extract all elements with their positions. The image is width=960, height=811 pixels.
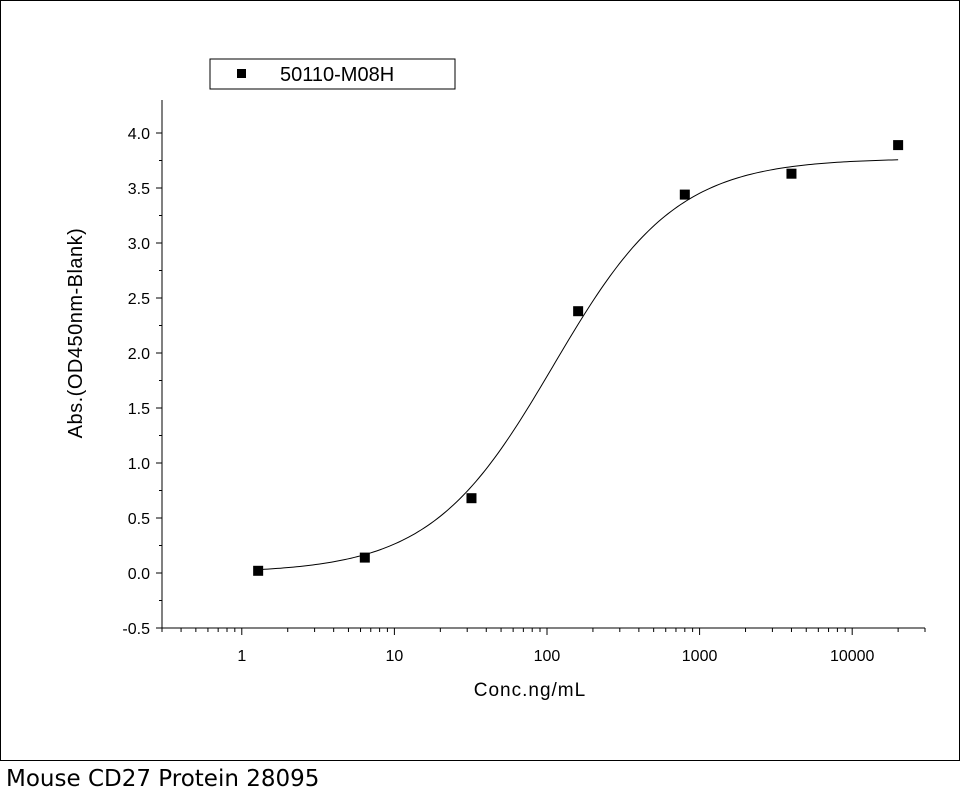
data-points: [253, 140, 904, 576]
y-tick-label: 1.5: [128, 401, 150, 418]
y-tick-label: 2.0: [128, 346, 150, 363]
y-tick-label: 2.5: [128, 291, 150, 308]
legend-box: [209, 58, 456, 90]
x-axis-label: Conc.ng/mL: [474, 680, 586, 701]
y-axis-ticks: -0.5 0.0 0.5 1.0 1.5 2.0 2.5 3.0 3.5 4.0: [122, 126, 162, 638]
legend: 50110-M08H: [209, 58, 456, 90]
legend-marker: [237, 69, 246, 78]
x-tick-label: 10: [385, 648, 403, 665]
y-tick-label: 3.5: [128, 181, 150, 198]
x-tick-label: 1: [237, 648, 246, 665]
y-tick-label: 1.0: [128, 456, 150, 473]
data-point: [253, 565, 264, 576]
y-tick-label: 4.0: [128, 126, 150, 143]
axes: [161, 100, 925, 629]
y-tick-label: -0.5: [122, 621, 150, 638]
y-tick-label: 3.0: [128, 236, 150, 253]
y-tick-label: 0.5: [128, 511, 150, 528]
y-tick-label: 0.0: [128, 566, 150, 583]
fit-curve: [258, 159, 899, 571]
x-axis-ticks: 1 10 100 1000 10000: [161, 628, 926, 665]
x-tick-label: 1000: [682, 648, 718, 665]
data-point: [573, 306, 584, 317]
y-axis-label: Abs.(OD450nm-Blank): [65, 228, 87, 439]
figure-caption: Mouse CD27 Protein 28095: [6, 766, 320, 792]
data-point: [893, 140, 904, 151]
x-tick-label: 100: [534, 648, 561, 665]
dose-response-chart: -0.5 0.0 0.5 1.0 1.5 2.0 2.5 3.0 3.5 4.0 1 10 100 10…: [65, 58, 926, 701]
data-point: [466, 493, 477, 504]
x-tick-label: 10000: [830, 648, 875, 665]
data-point: [679, 189, 690, 200]
data-point: [359, 552, 370, 563]
data-point: [786, 168, 797, 179]
legend-label: 50110-M08H: [280, 64, 394, 86]
